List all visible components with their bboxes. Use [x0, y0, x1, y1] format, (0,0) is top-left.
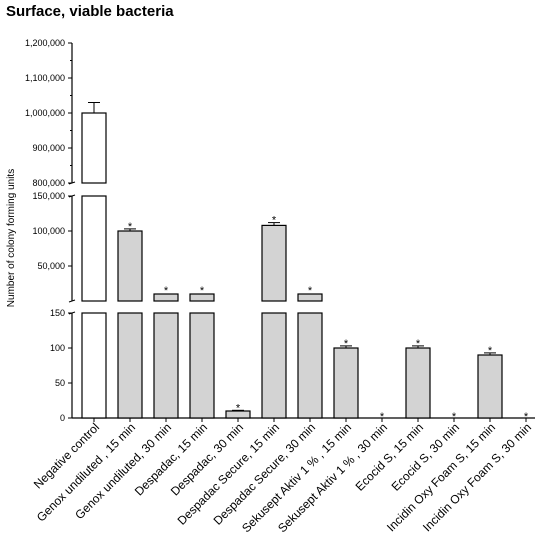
y-tick-label: 1,100,000: [25, 73, 65, 83]
significance-mark: *: [524, 411, 529, 423]
chart-title: Surface, viable bacteria: [6, 3, 174, 20]
y-tick-label: 1,000,000: [25, 108, 65, 118]
significance-mark: *: [164, 285, 169, 297]
bar: [477, 354, 503, 419]
y-tick-label: 800,000: [32, 178, 65, 188]
bar: [405, 347, 431, 419]
y-tick-label: 900,000: [32, 143, 65, 153]
bar-segment: [297, 312, 323, 419]
significance-mark: *: [416, 338, 421, 350]
bar: [81, 112, 107, 184]
significance-mark: *: [452, 411, 457, 423]
y-tick-label: 100,000: [32, 226, 65, 236]
bar-segment: [153, 312, 179, 419]
bar-segment: [189, 312, 215, 419]
bar-segment: [81, 195, 107, 302]
y-tick-label: 50,000: [37, 261, 65, 271]
bar-segment: [81, 312, 107, 419]
significance-mark: *: [488, 345, 493, 357]
significance-mark: *: [308, 285, 313, 297]
significance-mark: *: [200, 285, 205, 297]
significance-mark: *: [236, 402, 241, 414]
y-tick-label: 150: [50, 308, 65, 318]
bar: [189, 293, 215, 302]
y-axis-title: Number of colony forming units: [6, 169, 17, 307]
bar: [297, 293, 323, 302]
significance-mark: *: [380, 411, 385, 423]
y-tick-label: 1,200,000: [25, 38, 65, 48]
y-tick-label: 0: [60, 413, 65, 423]
significance-mark: *: [272, 215, 277, 227]
bar: [261, 224, 287, 302]
bar-segment: [117, 312, 143, 419]
significance-mark: *: [128, 221, 133, 233]
bar-segment: [261, 312, 287, 419]
significance-mark: *: [344, 338, 349, 350]
bar: [117, 230, 143, 302]
y-tick-label: 100: [50, 343, 65, 353]
y-tick-label: 150,000: [32, 191, 65, 201]
bar: [153, 293, 179, 302]
y-tick-label: 50: [55, 378, 65, 388]
axis-break-mark: [68, 299, 76, 303]
bar: [333, 347, 359, 419]
